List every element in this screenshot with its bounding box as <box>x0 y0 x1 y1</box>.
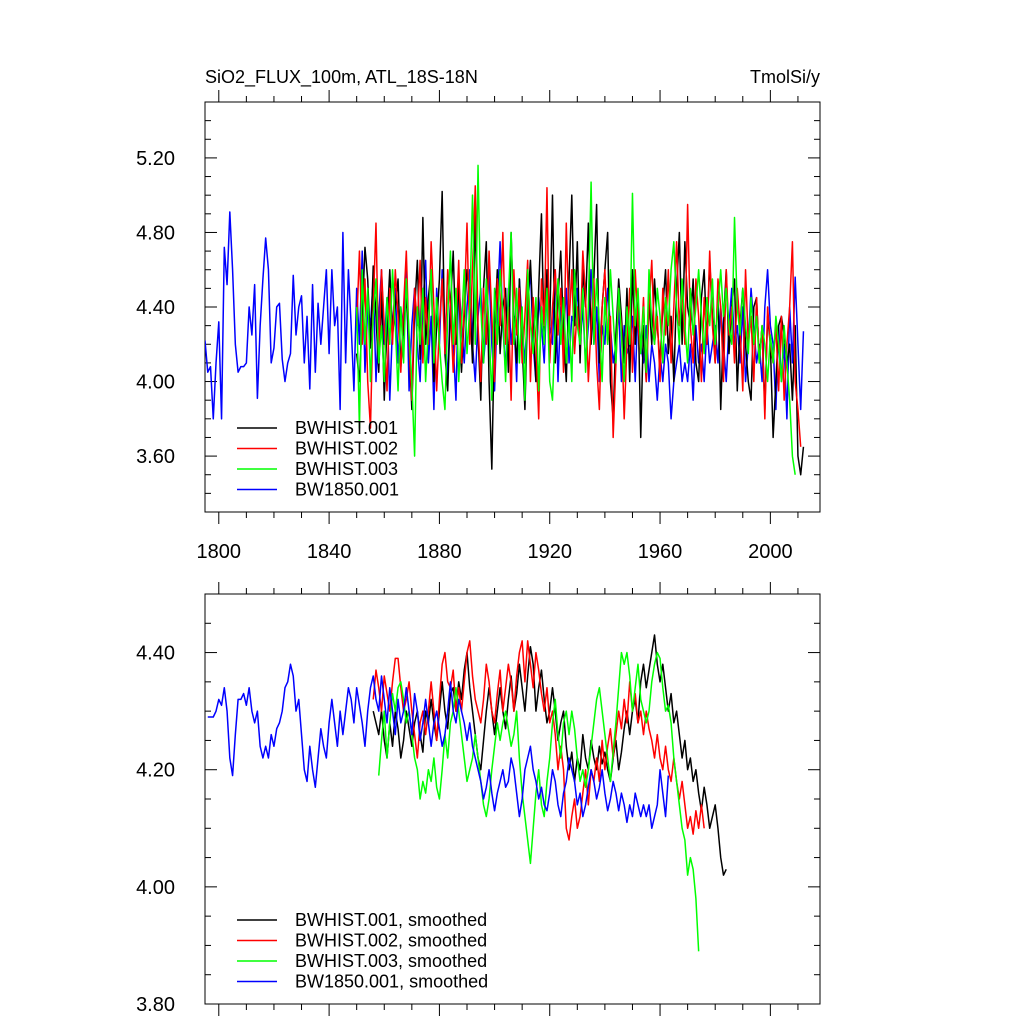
x-tick-label: 1840 <box>307 541 352 563</box>
x-tick-label: 1880 <box>417 541 462 563</box>
series-line-bwhist-002-smoothed <box>372 640 705 841</box>
y-tick-label: 4.40 <box>136 643 175 665</box>
series-line-bwhist-003 <box>355 164 796 475</box>
legend-label: BW1850.001 <box>295 480 399 500</box>
legend-label: BWHIST.001 <box>295 418 398 438</box>
y-tick-label: 3.60 <box>136 446 175 468</box>
legend-label: BW1850.001, smoothed <box>295 972 488 992</box>
x-tick-label: 1960 <box>638 541 683 563</box>
series-line-bwhist-003-smoothed <box>377 651 700 952</box>
series-line-bwhist-002 <box>355 185 802 447</box>
legend-label: BWHIST.001, smoothed <box>295 910 487 930</box>
title-right: TmolSi/y <box>750 67 820 87</box>
x-tick-label: 2000 <box>748 541 793 563</box>
legend-label: BWHIST.002 <box>295 439 398 459</box>
y-tick-label: 4.20 <box>136 760 175 782</box>
y-tick-label: 4.40 <box>136 297 175 319</box>
y-tick-label: 3.80 <box>136 994 175 1016</box>
top-panel: 3.60 4.00 4.40 4.80 5.20 1800 1840 1880 1920 1960… <box>136 90 821 563</box>
legend-label: BWHIST.003, smoothed <box>295 951 487 971</box>
legend-label: BWHIST.002, smoothed <box>295 931 487 951</box>
x-tick-label: 1920 <box>527 541 572 563</box>
title-left: SiO2_FLUX_100m, ATL_18S-18N <box>205 67 478 88</box>
y-tick-label: 4.00 <box>136 372 175 394</box>
y-tick-label: 5.20 <box>136 148 175 170</box>
y-tick-label: 4.80 <box>136 222 175 244</box>
x-tick-label: 1800 <box>197 541 242 563</box>
series-line-bw1850-001-smoothed <box>207 663 670 830</box>
series-line-bwhist-001-smoothed <box>372 634 727 876</box>
y-tick-label: 4.00 <box>136 877 175 899</box>
legend-label: BWHIST.003 <box>295 459 398 479</box>
